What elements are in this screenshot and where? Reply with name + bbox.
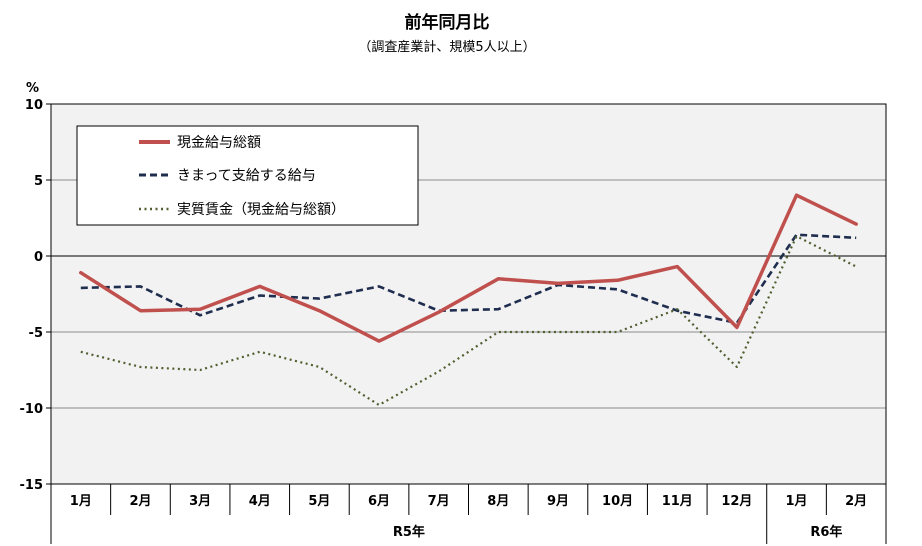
- x-tick-label: 9月: [547, 494, 569, 509]
- x-tick-label: 12月: [721, 494, 752, 509]
- x-tick-label: 4月: [249, 494, 271, 509]
- x-group-label: R6年: [810, 524, 842, 540]
- legend-label-series-2: 実質賃金（現金給与総額）: [177, 202, 345, 218]
- y-tick-label: 0: [34, 250, 43, 265]
- legend-label-series-0: 現金給与総額: [177, 135, 261, 151]
- y-tick-label: -5: [29, 326, 43, 341]
- x-tick-label: 1月: [70, 494, 92, 509]
- y-tick-label: 10: [25, 98, 43, 113]
- x-group-label: R5年: [393, 524, 425, 540]
- x-tick-label: 2月: [129, 494, 151, 509]
- x-axis-table: 1月 2月 3月 4月 5月 6月 7月 8月 9月 10月 11月 12月 1月 2月 R5年 R6年: [50, 484, 887, 544]
- legend-box: [76, 125, 419, 226]
- chart-title: 前年同月比: [405, 12, 490, 33]
- series-line-0: [79, 193, 858, 343]
- x-tick-label: 5月: [308, 494, 330, 509]
- x-tick-label: 10月: [602, 494, 633, 509]
- legend: 現金給与総額 きまって支給する給与 実質賃金（現金給与総額）: [76, 125, 419, 226]
- series-line-1: [80, 233, 857, 325]
- y-tick-label: 5: [34, 174, 43, 189]
- y-tick-label: -10: [20, 402, 44, 417]
- x-tick-label: 8月: [487, 494, 509, 509]
- y-unit-label: %: [26, 81, 39, 96]
- x-tick-label: 1月: [786, 494, 808, 509]
- y-tick-label: -15: [20, 478, 44, 493]
- x-tick-label: 11月: [662, 494, 693, 509]
- chart-subtitle: （調査産業計、規模5人以上）: [358, 39, 535, 55]
- x-tick-label: 6月: [368, 494, 390, 509]
- x-tick-label: 7月: [428, 494, 450, 509]
- x-tick-label: 3月: [189, 494, 211, 509]
- x-tick-label: 2月: [845, 494, 867, 509]
- legend-label-series-1: きまって支給する給与: [177, 168, 316, 184]
- series-lines: [79, 193, 858, 407]
